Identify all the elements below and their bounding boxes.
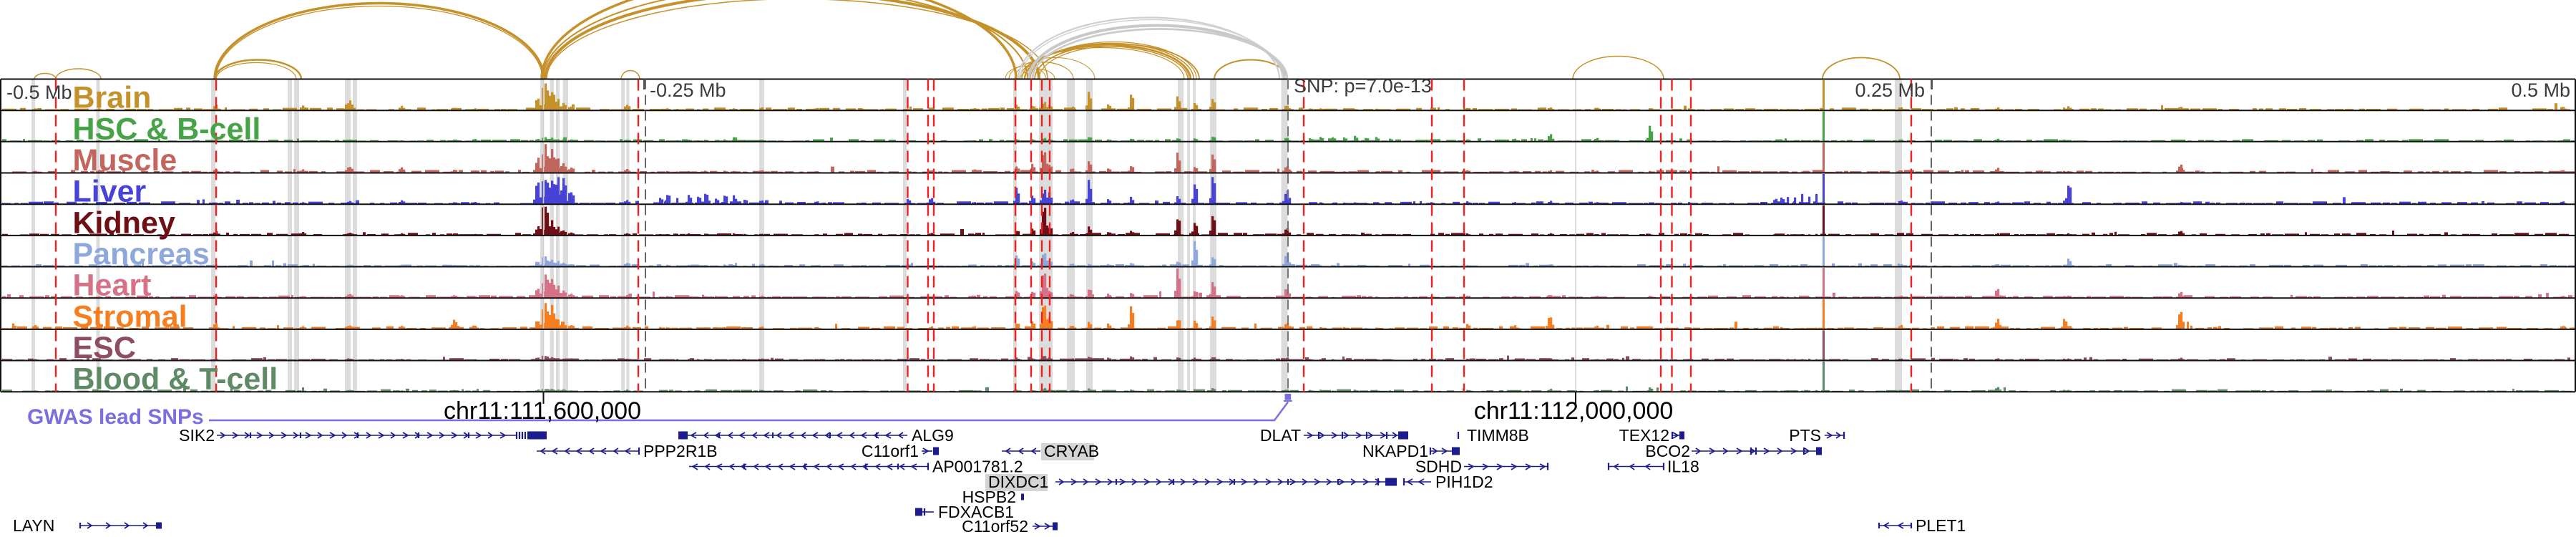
svg-text:FDXACB1: FDXACB1 bbox=[938, 503, 1014, 521]
svg-text:Pancreas: Pancreas bbox=[73, 237, 210, 271]
svg-text:Heart: Heart bbox=[73, 268, 152, 303]
svg-text:Liver: Liver bbox=[73, 175, 147, 209]
svg-text:C11orf1: C11orf1 bbox=[862, 442, 919, 460]
svg-text:HSC & B-cell: HSC & B-cell bbox=[73, 112, 261, 146]
svg-text:AP001781.2: AP001781.2 bbox=[932, 458, 1023, 476]
svg-text:ESC: ESC bbox=[73, 331, 136, 365]
svg-text:NKAPD1: NKAPD1 bbox=[1362, 442, 1428, 460]
svg-text:PTS: PTS bbox=[1789, 426, 1821, 445]
svg-text:ALG9: ALG9 bbox=[912, 426, 954, 445]
svg-text:TIMM8B: TIMM8B bbox=[1467, 426, 1529, 445]
svg-text:-0.25 Mb: -0.25 Mb bbox=[650, 79, 726, 101]
svg-text:Muscle: Muscle bbox=[73, 143, 177, 178]
svg-text:DLAT: DLAT bbox=[1260, 426, 1301, 445]
svg-text:SNP: p=7.0e-13: SNP: p=7.0e-13 bbox=[1294, 75, 1432, 97]
svg-text:0.5 Mb: 0.5 Mb bbox=[2511, 79, 2570, 101]
svg-text:TEX12: TEX12 bbox=[1619, 426, 1669, 445]
svg-text:-0.5 Mb: -0.5 Mb bbox=[6, 82, 72, 103]
svg-text:BCO2: BCO2 bbox=[1645, 442, 1690, 460]
svg-text:Stromal: Stromal bbox=[73, 299, 187, 334]
svg-text:HSPB2: HSPB2 bbox=[962, 488, 1016, 506]
svg-text:Brain: Brain bbox=[73, 81, 152, 115]
svg-text:0.25 Mb: 0.25 Mb bbox=[1855, 79, 1925, 101]
svg-text:C11orf52: C11orf52 bbox=[962, 517, 1028, 536]
svg-text:PPP2R1B: PPP2R1B bbox=[643, 442, 718, 460]
svg-text:GWAS lead SNPs: GWAS lead SNPs bbox=[27, 405, 204, 429]
svg-text:IL18: IL18 bbox=[1667, 458, 1699, 476]
svg-text:CRYAB: CRYAB bbox=[1044, 442, 1099, 460]
svg-text:LAYN: LAYN bbox=[13, 516, 54, 535]
svg-text:SIK2: SIK2 bbox=[179, 426, 215, 445]
svg-text:PIH1D2: PIH1D2 bbox=[1435, 473, 1493, 491]
svg-text:Blood & T-cell: Blood & T-cell bbox=[73, 362, 278, 397]
svg-text:chr11:111,600,000: chr11:111,600,000 bbox=[444, 397, 641, 425]
svg-text:chr11:112,000,000: chr11:112,000,000 bbox=[1474, 397, 1674, 425]
svg-text:Kidney: Kidney bbox=[73, 205, 175, 240]
svg-text:DIXDC1: DIXDC1 bbox=[988, 473, 1048, 491]
svg-text:SDHD: SDHD bbox=[1415, 458, 1462, 476]
svg-text:PLET1: PLET1 bbox=[1916, 516, 1966, 535]
